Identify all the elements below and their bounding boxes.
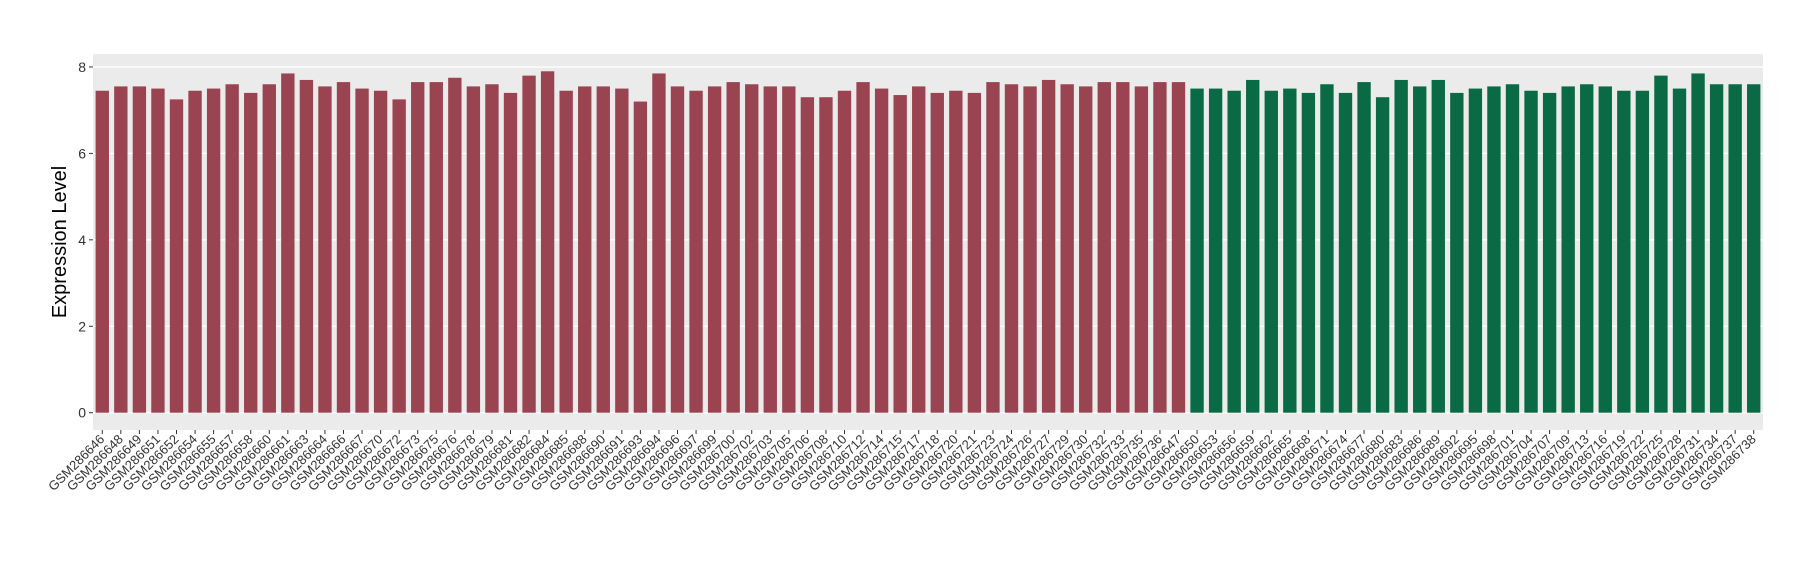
bar bbox=[1060, 84, 1074, 413]
bar bbox=[1691, 73, 1705, 413]
bar bbox=[912, 86, 926, 413]
bar bbox=[1208, 88, 1223, 413]
bar bbox=[244, 92, 258, 413]
bar bbox=[132, 86, 147, 413]
y-tick-label: 4 bbox=[78, 232, 86, 248]
y-tick-label: 6 bbox=[78, 145, 86, 161]
bar bbox=[615, 88, 629, 413]
bar bbox=[819, 97, 833, 413]
bar bbox=[1190, 88, 1204, 413]
bar bbox=[188, 90, 202, 413]
bar bbox=[1375, 97, 1390, 413]
bar bbox=[411, 82, 425, 413]
bar bbox=[485, 84, 499, 413]
y-tick-label: 0 bbox=[78, 405, 86, 421]
bar bbox=[763, 86, 777, 413]
bar bbox=[392, 99, 406, 413]
bar bbox=[652, 73, 666, 413]
bar bbox=[1394, 79, 1408, 413]
bar bbox=[1654, 75, 1668, 413]
bar bbox=[1301, 92, 1316, 413]
bar bbox=[1041, 79, 1056, 413]
bar bbox=[466, 86, 481, 413]
bar bbox=[578, 86, 592, 413]
plot-background bbox=[93, 54, 1763, 430]
bar bbox=[1413, 86, 1427, 413]
bar bbox=[1264, 90, 1278, 413]
bar bbox=[986, 82, 1000, 413]
bar bbox=[1524, 90, 1538, 413]
bar bbox=[169, 99, 184, 413]
bar bbox=[1580, 84, 1594, 413]
bar bbox=[1505, 84, 1520, 413]
bar bbox=[930, 92, 944, 413]
bar bbox=[1227, 90, 1241, 413]
bar bbox=[225, 84, 239, 413]
bar bbox=[95, 90, 109, 413]
bar bbox=[1283, 88, 1297, 413]
bar bbox=[633, 101, 648, 413]
bar bbox=[596, 86, 610, 413]
bar bbox=[1561, 86, 1575, 413]
bar bbox=[967, 92, 982, 413]
bar bbox=[1004, 84, 1019, 413]
bar bbox=[281, 73, 295, 413]
y-axis-title: Expression Level bbox=[49, 166, 71, 318]
bar bbox=[1617, 90, 1631, 413]
y-tick-label: 2 bbox=[78, 318, 86, 334]
bar bbox=[540, 71, 555, 413]
bar bbox=[670, 86, 685, 413]
bar bbox=[1116, 82, 1130, 413]
bar bbox=[429, 82, 443, 413]
bar bbox=[559, 90, 573, 413]
bar bbox=[206, 88, 221, 413]
bar bbox=[856, 82, 870, 413]
bar bbox=[114, 86, 128, 413]
bar bbox=[151, 88, 165, 413]
bar bbox=[893, 95, 907, 413]
bar bbox=[299, 79, 314, 413]
bar bbox=[1357, 82, 1371, 413]
bar bbox=[1635, 90, 1650, 413]
bar bbox=[1171, 82, 1186, 413]
bar bbox=[1468, 88, 1483, 413]
bar bbox=[1246, 79, 1260, 413]
bar bbox=[1728, 84, 1742, 413]
bar bbox=[1598, 86, 1612, 413]
bar bbox=[1709, 84, 1724, 413]
bar bbox=[1431, 79, 1445, 413]
bar bbox=[837, 90, 852, 413]
bar bbox=[707, 86, 722, 413]
bar bbox=[782, 86, 796, 413]
bar bbox=[949, 90, 963, 413]
bar bbox=[1320, 84, 1334, 413]
bar bbox=[800, 97, 815, 413]
bar bbox=[1487, 86, 1501, 413]
bar bbox=[1450, 92, 1464, 413]
bar bbox=[318, 86, 332, 413]
bar bbox=[689, 90, 703, 413]
bar bbox=[1747, 84, 1761, 413]
bar bbox=[1079, 86, 1093, 413]
bar bbox=[1023, 86, 1037, 413]
bar bbox=[373, 90, 388, 413]
bar bbox=[336, 82, 351, 413]
bar bbox=[1672, 88, 1687, 413]
bar bbox=[1097, 82, 1111, 413]
bar bbox=[355, 88, 369, 413]
y-tick-label: 8 bbox=[78, 59, 86, 75]
bar bbox=[262, 84, 276, 413]
bar bbox=[874, 88, 889, 413]
bar bbox=[1153, 82, 1167, 413]
bar bbox=[1134, 86, 1149, 413]
bar bbox=[522, 75, 536, 413]
bar bbox=[1542, 92, 1557, 413]
bar bbox=[503, 92, 518, 413]
bar bbox=[448, 77, 462, 413]
bar bbox=[745, 84, 759, 413]
bar bbox=[726, 82, 740, 413]
bar bbox=[1338, 92, 1353, 413]
